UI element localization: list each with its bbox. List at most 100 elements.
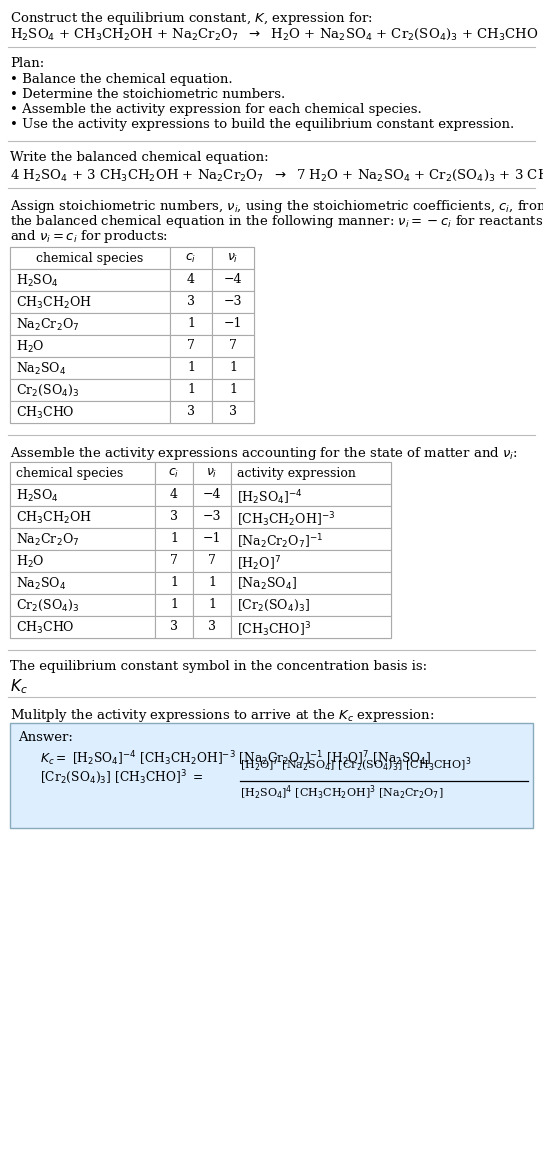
Text: [H$_2$SO$_4$]$^4$ [CH$_3$CH$_2$OH]$^3$ [Na$_2$Cr$_2$O$_7$]: [H$_2$SO$_4$]$^4$ [CH$_3$CH$_2$OH]$^3$ [… [240,784,444,802]
Text: • Balance the chemical equation.: • Balance the chemical equation. [10,73,232,86]
Text: 7: 7 [187,339,195,352]
Text: Cr$_2$(SO$_4$)$_3$: Cr$_2$(SO$_4$)$_3$ [16,598,79,613]
Text: the balanced chemical equation in the following manner: $\nu_i = -c_i$ for react: the balanced chemical equation in the fo… [10,212,543,230]
Text: Plan:: Plan: [10,57,44,70]
Bar [10,484,155,506]
Text: H$_2$SO$_4$: H$_2$SO$_4$ [16,273,59,289]
Text: 4: 4 [170,488,178,502]
Bar [10,336,170,356]
Text: −3: −3 [203,510,221,522]
Bar [10,462,155,484]
Text: −3: −3 [224,295,242,308]
Text: $\nu_i$: $\nu_i$ [206,467,218,481]
Text: 7: 7 [170,554,178,567]
Bar [155,616,193,639]
Text: chemical species: chemical species [36,252,144,265]
Bar [170,356,212,378]
Text: H$_2$SO$_4$: H$_2$SO$_4$ [16,488,59,504]
Bar [155,484,193,506]
Bar [155,572,193,594]
Text: Na$_2$Cr$_2$O$_7$: Na$_2$Cr$_2$O$_7$ [16,317,79,333]
Text: −1: −1 [203,532,221,545]
Bar [10,291,170,313]
Text: 1: 1 [170,598,178,611]
Text: • Determine the stoichiometric numbers.: • Determine the stoichiometric numbers. [10,88,285,101]
Text: Na$_2$Cr$_2$O$_7$: Na$_2$Cr$_2$O$_7$ [16,532,79,548]
Bar [231,462,391,484]
Bar [212,269,254,291]
Text: H$_2$O: H$_2$O [16,339,45,355]
Bar [10,356,170,378]
Bar [212,336,254,356]
Bar [212,313,254,336]
Bar [193,550,231,572]
Bar [10,528,155,550]
Text: −1: −1 [224,317,242,330]
Bar [10,462,391,639]
Text: CH$_3$CH$_2$OH: CH$_3$CH$_2$OH [16,510,92,526]
Text: Answer:: Answer: [18,731,73,744]
Text: 3: 3 [170,510,178,522]
Text: 1: 1 [229,383,237,396]
Bar [193,594,231,616]
Text: • Use the activity expressions to build the equilibrium constant expression.: • Use the activity expressions to build … [10,118,514,131]
Text: 3: 3 [170,620,178,633]
Text: 4 H$_2$SO$_4$ + 3 CH$_3$CH$_2$OH + Na$_2$Cr$_2$O$_7$  $\rightarrow$  7 H$_2$O + : 4 H$_2$SO$_4$ + 3 CH$_3$CH$_2$OH + Na$_2… [10,168,543,183]
Bar [212,247,254,269]
Bar [10,247,254,423]
Bar [10,594,155,616]
Bar [10,506,155,528]
Bar [170,269,212,291]
Bar [170,313,212,336]
Bar [155,550,193,572]
Text: 3: 3 [187,405,195,418]
Text: [CH$_3$CH$_2$OH]$^{-3}$: [CH$_3$CH$_2$OH]$^{-3}$ [237,510,335,528]
Text: The equilibrium constant symbol in the concentration basis is:: The equilibrium constant symbol in the c… [10,659,427,673]
Bar [10,723,533,828]
Bar [10,378,170,401]
Text: 7: 7 [229,339,237,352]
Bar [212,356,254,378]
Bar [170,247,212,269]
Text: Na$_2$SO$_4$: Na$_2$SO$_4$ [16,576,66,592]
Text: [H$_2$O]$^7$: [H$_2$O]$^7$ [237,554,281,572]
Text: 3: 3 [208,620,216,633]
Text: Assign stoichiometric numbers, $\nu_i$, using the stoichiometric coefficients, $: Assign stoichiometric numbers, $\nu_i$, … [10,199,543,215]
Text: Cr$_2$(SO$_4$)$_3$: Cr$_2$(SO$_4$)$_3$ [16,383,79,398]
Text: CH$_3$CHO: CH$_3$CHO [16,405,74,421]
Bar [170,401,212,423]
Bar [10,616,155,639]
Text: H$_2$SO$_4$ + CH$_3$CH$_2$OH + Na$_2$Cr$_2$O$_7$  $\rightarrow$  H$_2$O + Na$_2$: H$_2$SO$_4$ + CH$_3$CH$_2$OH + Na$_2$Cr$… [10,27,538,42]
Text: 1: 1 [229,361,237,374]
Text: [Na$_2$SO$_4$]: [Na$_2$SO$_4$] [237,576,297,592]
Bar [231,528,391,550]
Bar [231,484,391,506]
Text: [Na$_2$Cr$_2$O$_7$]$^{-1}$: [Na$_2$Cr$_2$O$_7$]$^{-1}$ [237,532,323,550]
Bar [231,594,391,616]
Bar [231,506,391,528]
Text: CH$_3$CHO: CH$_3$CHO [16,620,74,636]
Text: Na$_2$SO$_4$: Na$_2$SO$_4$ [16,361,66,377]
Text: $c_i$: $c_i$ [185,252,197,265]
Text: [CH$_3$CHO]$^3$: [CH$_3$CHO]$^3$ [237,620,311,639]
Bar [231,616,391,639]
Bar [10,313,170,336]
Text: activity expression: activity expression [237,467,356,479]
Bar [193,484,231,506]
Text: 1: 1 [208,598,216,611]
Text: [Cr$_2$(SO$_4$)$_3$]: [Cr$_2$(SO$_4$)$_3$] [237,598,310,613]
Text: 3: 3 [229,405,237,418]
Text: $K_c = $ [H$_2$SO$_4$]$^{-4}$ [CH$_3$CH$_2$OH]$^{-3}$ [Na$_2$Cr$_2$O$_7$]$^{-1}$: $K_c = $ [H$_2$SO$_4$]$^{-4}$ [CH$_3$CH$… [40,749,431,767]
Bar [170,291,212,313]
Text: 1: 1 [187,361,195,374]
Bar [193,528,231,550]
Text: [Cr$_2$(SO$_4$)$_3$] [CH$_3$CHO]$^3$ $=$: [Cr$_2$(SO$_4$)$_3$] [CH$_3$CHO]$^3$ $=$ [40,767,203,786]
Bar [193,616,231,639]
Text: Assemble the activity expressions accounting for the state of matter and $\nu_i$: Assemble the activity expressions accoun… [10,445,518,462]
Bar [212,401,254,423]
Bar [10,550,155,572]
Text: $K_c$: $K_c$ [10,677,28,695]
Bar [212,291,254,313]
Text: CH$_3$CH$_2$OH: CH$_3$CH$_2$OH [16,295,92,311]
Bar [212,378,254,401]
